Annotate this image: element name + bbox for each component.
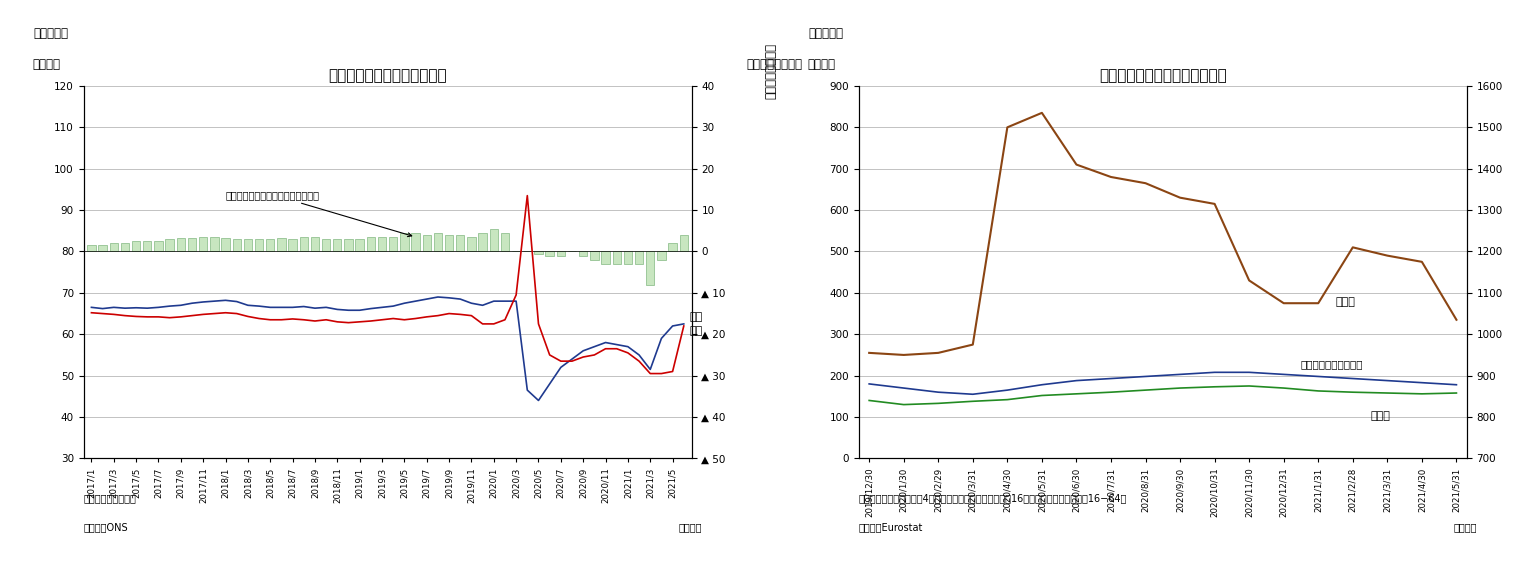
Bar	[635, 252, 643, 264]
Bar	[155, 241, 163, 252]
Bar	[433, 233, 442, 252]
Bar	[378, 237, 386, 252]
Text: （万人）: （万人）	[32, 58, 59, 71]
Bar	[120, 243, 129, 252]
Bar	[333, 239, 342, 252]
Bar	[143, 241, 152, 252]
Bar	[166, 239, 173, 252]
Bar	[489, 229, 499, 252]
Text: （万人）: （万人）	[807, 58, 834, 71]
Bar	[310, 237, 319, 252]
Bar	[590, 252, 599, 260]
Bar	[132, 241, 140, 252]
Bar	[602, 252, 610, 264]
Bar	[623, 252, 632, 264]
Bar	[277, 238, 286, 252]
Bar	[400, 233, 409, 252]
Text: （注）季節調整値。: （注）季節調整値。	[84, 493, 137, 503]
Text: 休業者: 休業者	[1336, 297, 1356, 307]
Title: 英国給与所得者の流出入推移: 英国給与所得者の流出入推移	[328, 68, 447, 84]
Bar	[322, 239, 330, 252]
Bar	[679, 235, 689, 252]
Text: （資料）Eurostat: （資料）Eurostat	[859, 522, 923, 532]
Y-axis label: （ネット、万人）: （ネット、万人）	[765, 43, 778, 99]
Text: 非労働力人口（右軸）: 非労働力人口（右軸）	[1301, 359, 1363, 370]
Bar	[243, 239, 252, 252]
Text: （注）季節調整値の後方4週移動平均。休業者・失業者は16才以上、非労働力人口は16−64才: （注）季節調整値の後方4週移動平均。休業者・失業者は16才以上、非労働力人口は1…	[859, 493, 1128, 503]
Text: （図表６）: （図表６）	[809, 28, 844, 40]
Text: 失業者: 失業者	[1370, 411, 1389, 421]
Bar	[479, 233, 486, 252]
Bar	[345, 239, 353, 252]
Text: （週次）: （週次）	[1455, 522, 1477, 532]
Bar	[233, 239, 240, 252]
Bar	[579, 252, 587, 256]
Bar	[535, 252, 543, 253]
Bar	[467, 237, 476, 252]
Bar	[657, 252, 666, 260]
Text: （資料）ONS: （資料）ONS	[84, 522, 128, 532]
Bar	[669, 243, 676, 252]
Bar	[366, 237, 375, 252]
Bar	[356, 239, 363, 252]
Bar	[423, 235, 430, 252]
Text: 流出: 流出	[690, 326, 702, 336]
Bar	[556, 252, 565, 256]
Bar	[210, 237, 219, 252]
Bar	[222, 238, 230, 252]
Bar	[87, 245, 96, 252]
Bar	[412, 233, 420, 252]
Bar	[199, 237, 207, 252]
Bar	[646, 252, 655, 285]
Text: ネット流入（＝流入ー流出、右軸）: ネット流入（＝流入ー流出、右軸）	[225, 190, 412, 237]
Bar	[266, 239, 275, 252]
Title: 英国の雇用統計（週次データ）: 英国の雇用統計（週次データ）	[1099, 68, 1227, 84]
Bar	[389, 237, 397, 252]
Bar	[500, 233, 509, 252]
Bar	[99, 245, 106, 252]
Text: 流入: 流入	[690, 312, 702, 322]
Bar	[255, 239, 263, 252]
Text: （月次）: （月次）	[679, 522, 702, 532]
Bar	[546, 252, 553, 256]
Bar	[188, 238, 196, 252]
Bar	[299, 237, 309, 252]
Bar	[109, 243, 119, 252]
Bar	[289, 239, 296, 252]
Text: （ネット、万人）: （ネット、万人）	[746, 58, 803, 71]
Bar	[613, 252, 620, 264]
Text: （図表５）: （図表５）	[33, 28, 68, 40]
Bar	[456, 235, 465, 252]
Bar	[176, 238, 185, 252]
Bar	[445, 235, 453, 252]
